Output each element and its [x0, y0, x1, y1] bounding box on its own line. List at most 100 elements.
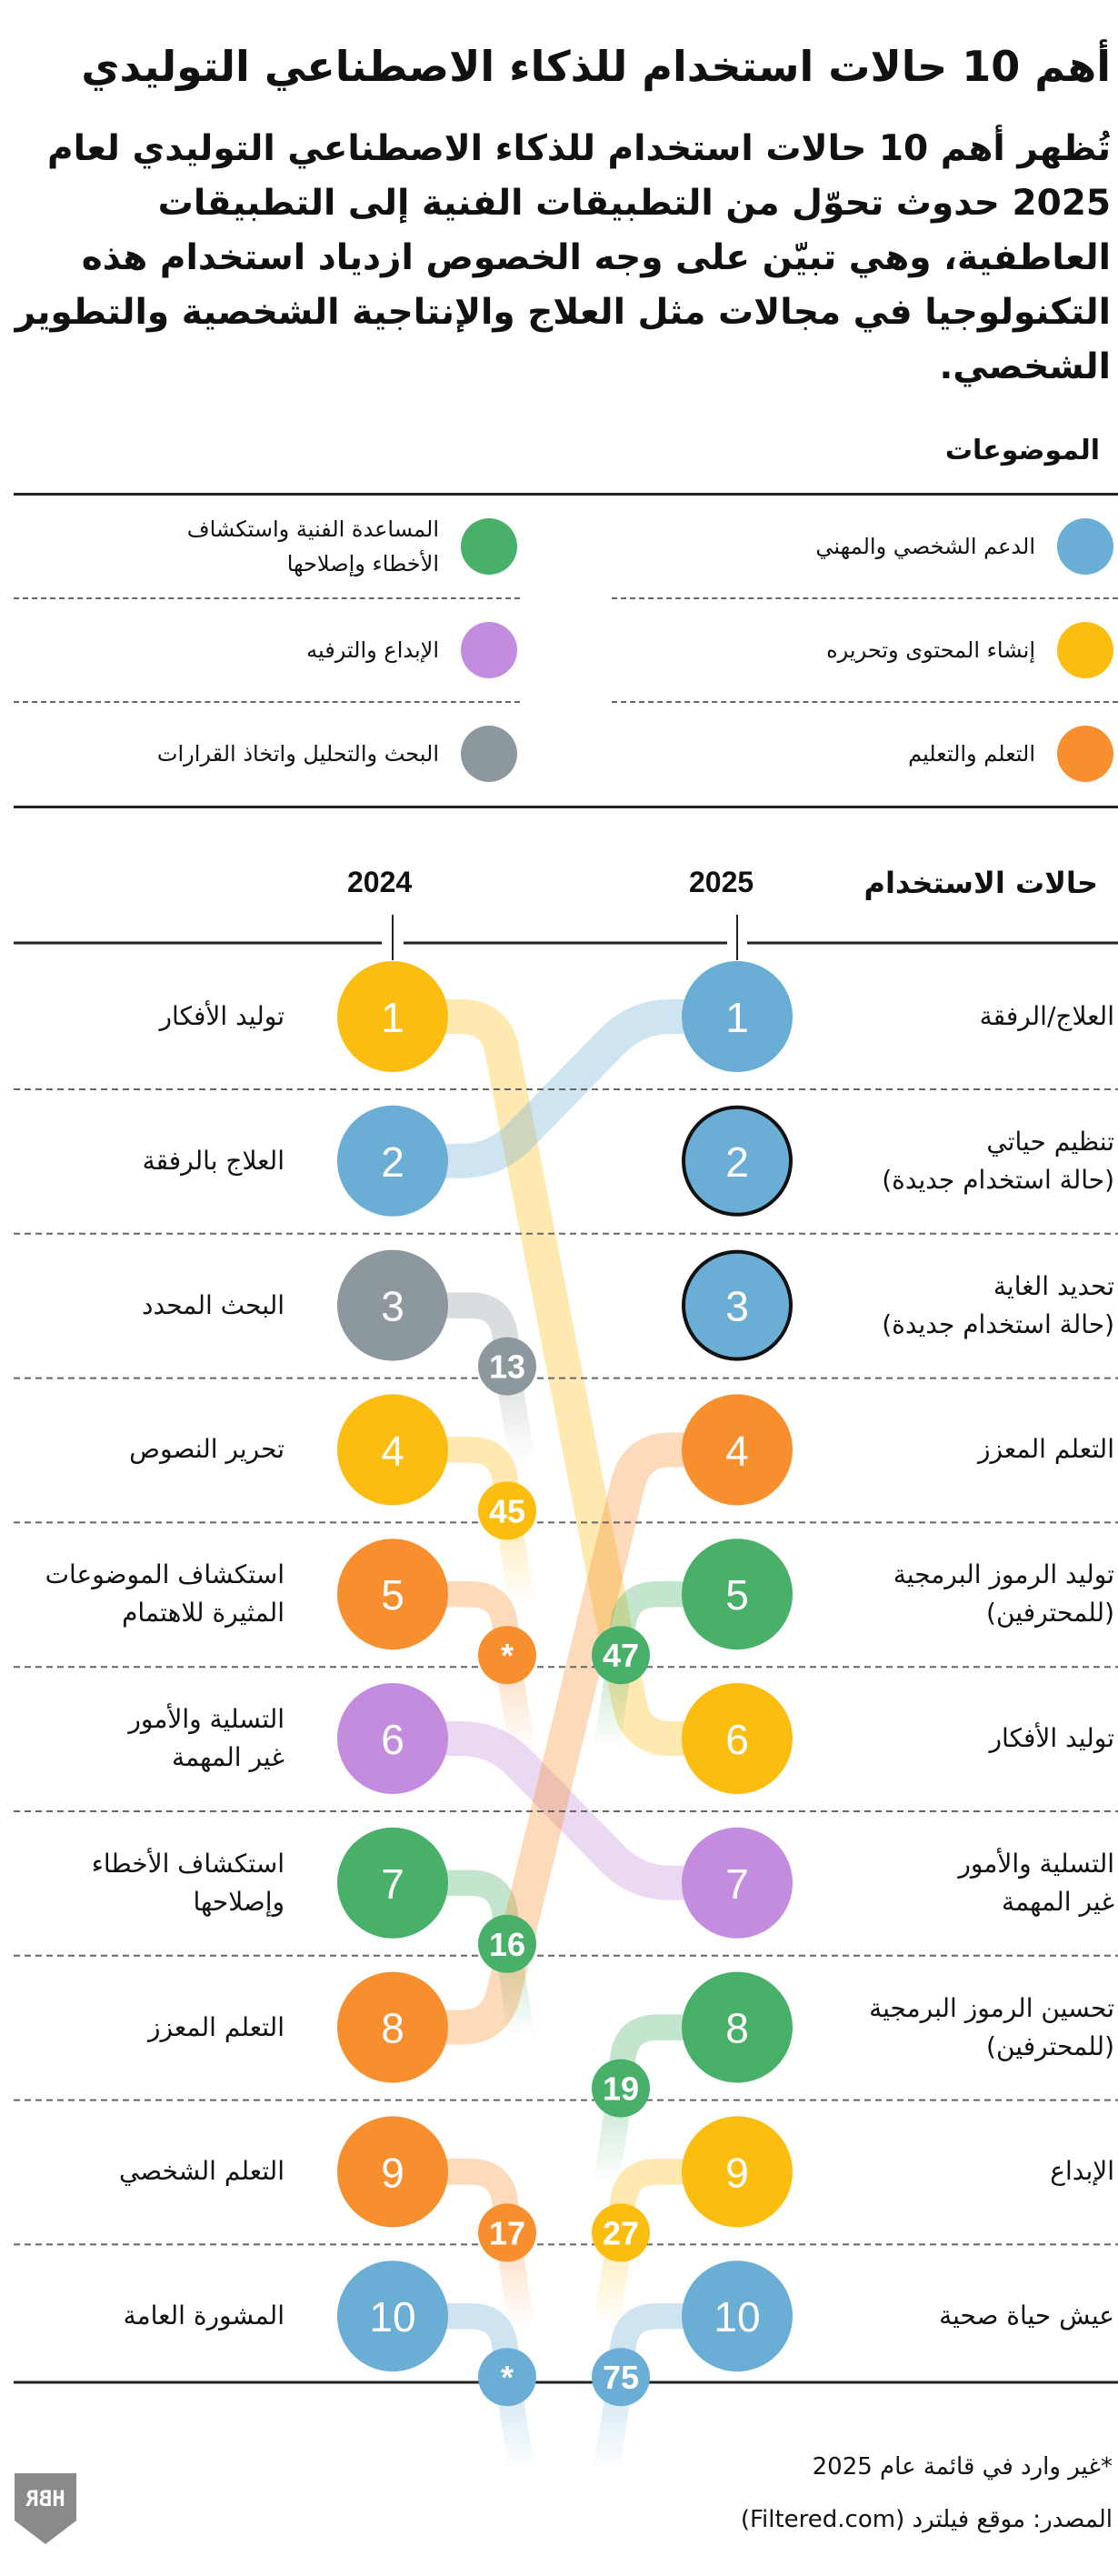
- rank-2024-2: [337, 1105, 448, 1217]
- rank-2024-badge-circle: [592, 2059, 650, 2118]
- rank-2025-badge-circle: [478, 2348, 536, 2407]
- use-case-2024-label: استكشاف الأخطاء وإصلاحها: [91, 1848, 284, 1917]
- use-case-2025-label: تحديد الغاية (حالة استخدام جديدة): [882, 1270, 1114, 1339]
- subtitle: تُظهر أهم 10 حالات استخدام للذكاء الاصطن…: [15, 128, 1111, 387]
- legend-top-rule: [14, 493, 1118, 496]
- rank-2025-badge-circle: [478, 1626, 536, 1685]
- use-case-2025-label: توليد الأفكار: [989, 1723, 1114, 1753]
- rank-2025-9-number: 9: [725, 2149, 749, 2196]
- use-case-2025-label: الإبداع: [1050, 2156, 1114, 2187]
- use-case-2025-label: العلاج/الرفقة: [979, 1001, 1114, 1031]
- legend-title: الموضوعات: [944, 435, 1100, 466]
- rank-2025-badge-circle: [478, 1481, 536, 1540]
- legend-swatch-blue: [1057, 518, 1113, 575]
- rank-2024-10-number: 10: [369, 2293, 415, 2340]
- rank-2024-2-number: 2: [381, 1138, 404, 1186]
- rank-2025-badge-label: 45: [489, 1492, 525, 1529]
- legend-label-gray: البحث والتحليل واتخاذ القرارات: [156, 741, 439, 767]
- rank-2025-badge-label: 16: [489, 1926, 525, 1963]
- legend-swatch-yellow: [1057, 622, 1113, 678]
- use-case-2024-label: استكشاف الموضوعات المثيرة للاهتمام: [45, 1559, 284, 1629]
- rank-2025-4: [682, 1394, 793, 1506]
- rank-2025-1-number: 1: [725, 994, 749, 1041]
- legend-divider: [612, 597, 1118, 599]
- rank-2024-7: [337, 1827, 448, 1939]
- rank-2025-badge-label: *: [501, 1637, 514, 1674]
- rank-2024-7-number: 7: [381, 1860, 404, 1908]
- legend-divider: [612, 701, 1118, 703]
- footnote: *غير وارد في قائمة عام 2025: [812, 2453, 1113, 2481]
- use-case-2025-label: تنظيم حياتي (حالة استخدام جديدة): [882, 1126, 1114, 1195]
- rank-2025-badge-circle: [478, 1914, 536, 1973]
- legend-label-blue: الدعم الشخصي والمهني: [815, 534, 1035, 559]
- use-case-2025-label: عيش حياة صحية: [939, 2300, 1114, 2331]
- rank-2024-badge-label: 75: [603, 2359, 639, 2396]
- rank-2025-6-number: 6: [725, 1716, 749, 1763]
- rank-2024-6: [337, 1683, 448, 1794]
- rank-2025-3-number: 3: [725, 1283, 749, 1330]
- rank-2025-10-number: 10: [714, 2293, 760, 2340]
- rank-2025-2: [682, 1105, 793, 1217]
- flow-line: [393, 999, 737, 1178]
- rank-2025-2-number: 2: [725, 1138, 749, 1186]
- use-case-2024-label: المشورة العامة: [123, 2300, 284, 2331]
- legend-swatch-purple: [461, 622, 517, 678]
- rank-2025-3: [682, 1249, 793, 1361]
- legend-label-purple: الإبداع والترفيه: [306, 637, 439, 663]
- hbr-logo-icon: HBR: [15, 2473, 76, 2544]
- rank-2024-4: [337, 1394, 448, 1506]
- rank-2025-5: [682, 1539, 793, 1650]
- rules: [14, 915, 1118, 2384]
- rank-2024-1-number: 1: [381, 994, 404, 1041]
- use-case-2025-label: التعلم المعزز: [977, 1434, 1114, 1465]
- page-title: أهم 10 حالات استخدام للذكاء الاصطناعي ال…: [81, 42, 1111, 91]
- rank-2025-badge-label: 17: [489, 2214, 525, 2251]
- legend-swatch-orange: [1057, 726, 1113, 782]
- use-case-2025-label: تحسين الرموز البرمجية (للمحترفين): [869, 1992, 1114, 2061]
- rank-2025-4-number: 4: [725, 1427, 749, 1474]
- rank-2025-badge-circle: [478, 1337, 536, 1396]
- rank-2024-1: [337, 961, 448, 1072]
- use-case-2025-label: توليد الرموز البرمجية (للمحترفين): [893, 1559, 1114, 1629]
- flow-line: [393, 999, 737, 1756]
- use-case-2024-label: العلاج بالرفقة: [142, 1145, 284, 1176]
- svg-text:HBR: HBR: [25, 2486, 65, 2511]
- rank-2024-badge-label: 47: [603, 1637, 639, 1674]
- rank-2025-8: [682, 1971, 793, 2083]
- legend-swatch-green: [461, 518, 517, 575]
- flow-line: [393, 1432, 737, 2045]
- rank-2025-badge-circle: [478, 2203, 536, 2262]
- rank-2024-badge-circle: [592, 2348, 650, 2407]
- rank-2024-5-number: 5: [381, 1571, 404, 1619]
- rank-2024-badge-circle: [592, 2203, 650, 2262]
- rank-2024-9: [337, 2116, 448, 2228]
- rank-2025-9: [682, 2116, 793, 2228]
- use-case-2024-label: التسلية والأمور غير المهمة: [128, 1704, 284, 1772]
- rank-2025-badge-label: *: [501, 2359, 514, 2396]
- rank-2024-8: [337, 1971, 448, 2083]
- flow-line: [393, 1721, 737, 1900]
- use-case-2024-label: التعلم المعزز: [147, 2011, 284, 2042]
- rank-2025-6: [682, 1683, 793, 1794]
- legend-swatch-gray: [461, 726, 517, 782]
- legend-bottom-rule: [14, 806, 1118, 808]
- rank-2024-8-number: 8: [381, 2005, 404, 2052]
- rank-2024-badge-label: 27: [603, 2214, 639, 2251]
- rank-2024-badge-circle: [592, 1626, 650, 1685]
- legend-label-green: المساعدة الفنية واستكشاف الأخطاء وإصلاحه…: [186, 516, 439, 576]
- year-2024-label: 2024: [347, 866, 413, 898]
- rank-2024-6-number: 6: [381, 1716, 404, 1763]
- rank-2024-5: [337, 1539, 448, 1650]
- use-case-2024-label: البحث المحدد: [142, 1289, 284, 1320]
- use-case-2024-label: تحرير النصوص: [129, 1434, 284, 1465]
- legend-label-yellow: إنشاء المحتوى وتحريره: [826, 637, 1035, 663]
- legend-divider: [14, 597, 520, 599]
- column-header: حالات الاستخدام: [863, 866, 1099, 900]
- rank-2025-10: [682, 2260, 793, 2372]
- rank-2025-7-number: 7: [725, 1860, 749, 1908]
- rank-2025-5-number: 5: [725, 1571, 749, 1619]
- rank-2025-1: [682, 961, 793, 1072]
- rank-2024-4-number: 4: [381, 1427, 404, 1474]
